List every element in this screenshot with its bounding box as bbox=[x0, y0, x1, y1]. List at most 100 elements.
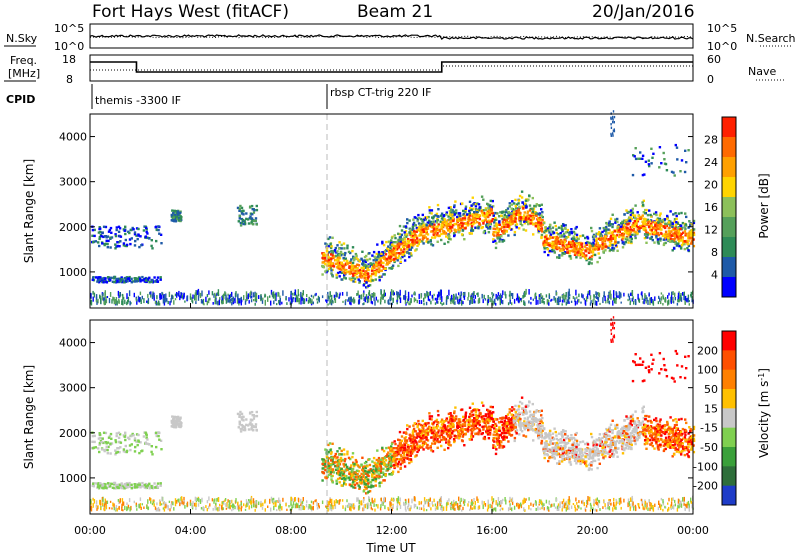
echo-cell bbox=[540, 203, 543, 206]
echo-cell bbox=[659, 222, 662, 225]
echo-cell bbox=[310, 301, 312, 304]
echo-cell bbox=[625, 236, 628, 240]
echo-cell bbox=[318, 297, 320, 303]
echo-cell bbox=[109, 292, 112, 297]
echo-cell bbox=[524, 229, 528, 232]
echo-cell bbox=[375, 258, 378, 262]
echo-cell bbox=[663, 242, 666, 245]
echo-cell bbox=[386, 261, 390, 265]
echo-cell bbox=[564, 299, 566, 303]
echo-cell bbox=[612, 298, 615, 301]
echo-cell bbox=[179, 215, 182, 218]
echo-cell bbox=[556, 256, 559, 259]
echo-cell bbox=[308, 296, 310, 303]
echo-cell bbox=[93, 234, 96, 238]
echo-cell bbox=[608, 293, 610, 299]
echo-cell bbox=[416, 450, 419, 454]
echo-cell bbox=[674, 227, 677, 230]
echo-cell bbox=[404, 294, 406, 301]
echo-cell bbox=[395, 241, 398, 244]
echo-cell bbox=[397, 252, 401, 255]
echo-cell bbox=[674, 446, 677, 450]
echo-cell bbox=[429, 239, 432, 242]
echo-cell bbox=[568, 297, 571, 300]
echo-cell bbox=[462, 222, 465, 225]
echo-cell bbox=[330, 300, 333, 306]
echo-cell bbox=[643, 173, 646, 176]
echo-cell bbox=[525, 288, 527, 295]
echo-cell bbox=[338, 254, 341, 257]
echo-cell bbox=[310, 294, 313, 298]
echo-cell bbox=[498, 215, 501, 218]
echo-cell bbox=[577, 243, 580, 246]
echo-cell bbox=[99, 294, 101, 299]
echo-cell bbox=[605, 232, 608, 235]
echo-cell bbox=[662, 243, 666, 247]
echo-cell bbox=[425, 230, 428, 233]
echo-cell bbox=[427, 421, 430, 425]
echo-cell bbox=[409, 238, 413, 242]
echo-cell bbox=[385, 240, 388, 244]
echo-cell bbox=[629, 302, 631, 306]
echo-cell bbox=[628, 438, 631, 441]
echo-cell bbox=[615, 234, 619, 237]
echo-cell bbox=[662, 294, 664, 298]
echo-cell bbox=[579, 250, 583, 253]
echo-cell bbox=[402, 253, 406, 256]
echo-cell bbox=[173, 217, 176, 221]
echo-cell bbox=[411, 228, 414, 231]
echo-cell bbox=[605, 225, 608, 229]
echo-cell bbox=[516, 417, 519, 421]
echo-cell bbox=[609, 423, 613, 426]
echo-cell bbox=[641, 426, 644, 429]
echo-cell bbox=[340, 254, 343, 257]
echo-cell bbox=[507, 210, 511, 214]
echo-cell bbox=[587, 251, 591, 254]
echo-cell bbox=[616, 249, 619, 252]
echo-cell bbox=[653, 230, 656, 234]
echo-cell bbox=[603, 242, 607, 246]
echo-cell bbox=[118, 294, 120, 299]
echo-cell bbox=[242, 213, 245, 216]
echo-cell bbox=[669, 224, 672, 227]
echo-cell bbox=[563, 227, 567, 230]
echo-cell bbox=[486, 221, 489, 224]
echo-cell bbox=[440, 289, 442, 295]
echo-cell bbox=[130, 281, 133, 284]
echo-cell bbox=[522, 205, 526, 208]
echo-cell bbox=[611, 117, 614, 120]
echo-cell bbox=[398, 238, 401, 242]
echo-cell bbox=[619, 295, 621, 300]
echo-cell bbox=[634, 204, 637, 207]
echo-cell bbox=[138, 245, 141, 249]
echo-cell bbox=[527, 217, 531, 220]
echo-cell bbox=[371, 301, 374, 305]
echo-cell bbox=[216, 301, 218, 305]
echo-cell bbox=[560, 224, 564, 228]
echo-cell bbox=[578, 298, 580, 303]
echo-cell bbox=[576, 301, 578, 305]
echo-cell bbox=[430, 300, 432, 305]
echo-cell bbox=[679, 236, 683, 239]
echo-cell bbox=[656, 231, 660, 235]
echo-cell bbox=[570, 437, 574, 441]
echo-cell bbox=[474, 295, 476, 299]
echo-cell bbox=[114, 234, 118, 238]
echo-cell bbox=[433, 293, 435, 297]
echo-cell bbox=[447, 224, 450, 228]
echo-cell bbox=[358, 487, 361, 490]
echo-cell bbox=[363, 279, 367, 283]
nsky-panel bbox=[89, 23, 694, 49]
echo-cell bbox=[331, 236, 334, 239]
echo-cell bbox=[573, 250, 576, 253]
echo-cell bbox=[670, 222, 673, 225]
echo-cell bbox=[245, 212, 248, 215]
echo-cell bbox=[626, 223, 629, 226]
echo-cell bbox=[148, 281, 151, 284]
echo-cell bbox=[113, 275, 117, 279]
echo-cell bbox=[510, 207, 513, 210]
echo-cell bbox=[111, 299, 113, 304]
echo-cell bbox=[585, 258, 588, 262]
echo-cell bbox=[421, 213, 424, 217]
echo-cell bbox=[560, 249, 563, 252]
